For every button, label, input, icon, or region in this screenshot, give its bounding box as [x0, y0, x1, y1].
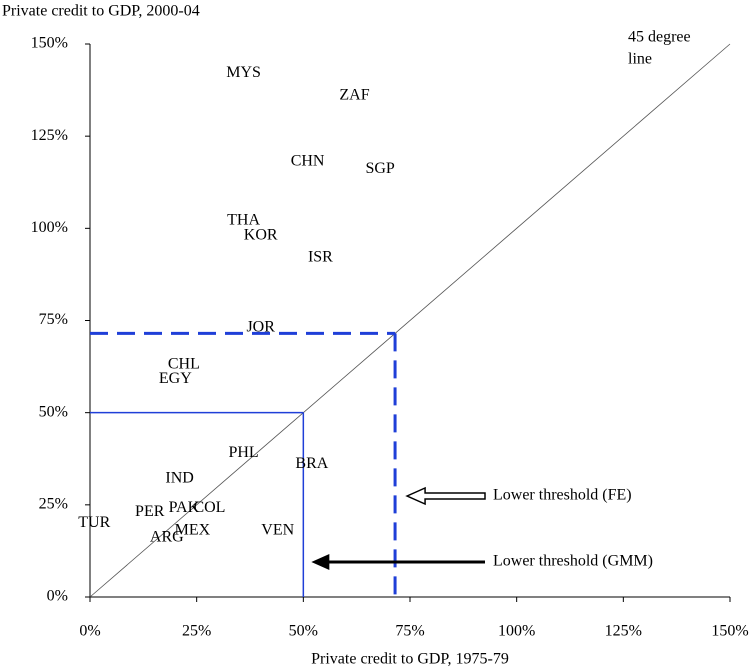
- threshold-label: Lower threshold (GMM): [493, 553, 653, 570]
- x-axis-label: Private credit to GDP, 1975-79: [311, 651, 509, 668]
- point-label: CHN: [291, 153, 325, 170]
- point-label: EGY: [159, 370, 192, 387]
- x-tick-label: 0%: [79, 623, 100, 640]
- point-label: PAK: [169, 499, 200, 516]
- point-label: KOR: [244, 226, 278, 243]
- point-label: COL: [193, 499, 225, 516]
- threshold-arrowhead: [311, 554, 330, 570]
- y-tick-label: 75%: [39, 311, 68, 328]
- point-label: MYS: [226, 64, 261, 81]
- point-label: ZAF: [339, 86, 369, 103]
- y-tick-label: 100%: [31, 219, 68, 236]
- point-label: TUR: [78, 514, 110, 531]
- diagonal-line: [89, 43, 731, 598]
- point-label: SGP: [365, 160, 394, 177]
- y-tick-label: 25%: [39, 496, 68, 513]
- threshold-label: Lower threshold (FE): [493, 487, 632, 504]
- y-tick-label: 125%: [31, 127, 68, 144]
- y-axis-label: Private credit to GDP, 2000-04: [2, 3, 200, 20]
- point-label: CHL: [168, 355, 200, 372]
- x-tick-label: 25%: [182, 623, 211, 640]
- x-tick-label: 150%: [711, 623, 748, 640]
- point-label: IND: [165, 470, 193, 487]
- x-tick-label: 75%: [395, 623, 424, 640]
- point-label: PER: [135, 503, 165, 520]
- y-tick-label: 150%: [31, 35, 68, 52]
- diagonal-label: line: [628, 51, 652, 68]
- point-label: ISR: [308, 248, 333, 265]
- point-label: ARG: [150, 529, 184, 546]
- point-label: BRA: [295, 455, 328, 472]
- point-label: MEX: [175, 521, 211, 538]
- y-tick-label: 50%: [39, 403, 68, 420]
- y-tick-label: 0%: [47, 588, 68, 605]
- point-label: PHL: [228, 444, 258, 461]
- point-label: THA: [227, 212, 260, 229]
- point-label: JOR: [246, 319, 275, 336]
- x-tick-label: 100%: [498, 623, 535, 640]
- x-tick-label: 50%: [289, 623, 318, 640]
- threshold-arrow: [405, 486, 486, 506]
- point-label: VEN: [261, 521, 294, 538]
- x-tick-label: 125%: [605, 623, 642, 640]
- diagonal-label: 45 degree: [628, 29, 691, 46]
